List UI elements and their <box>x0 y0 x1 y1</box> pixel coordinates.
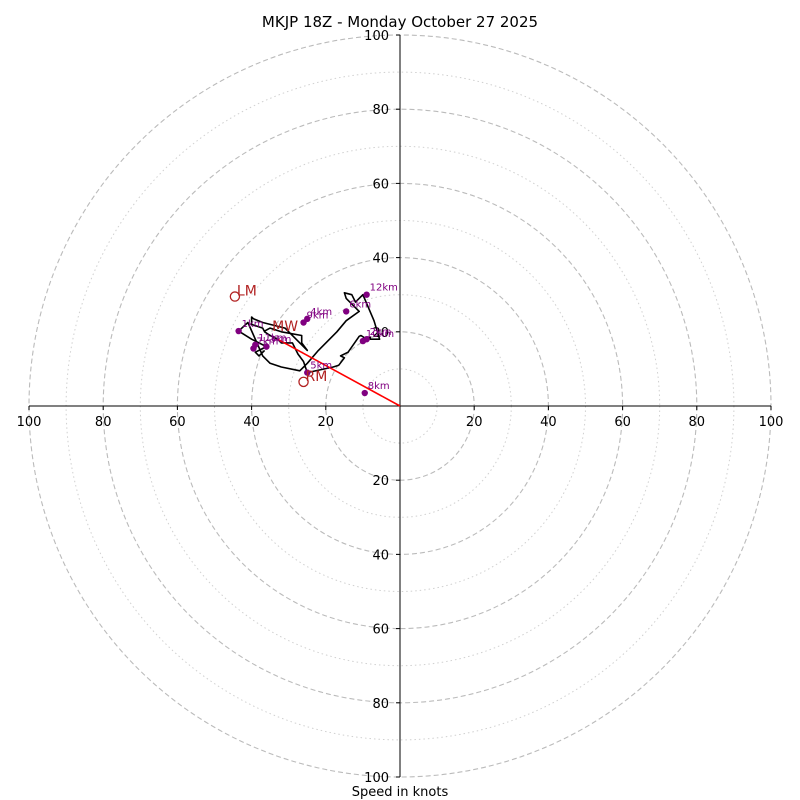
height-marker-label: 11km <box>258 333 286 344</box>
height-marker-label: 2km <box>370 327 392 338</box>
y-tick-label: 80 <box>372 697 389 712</box>
height-marker-label: 10km <box>366 329 394 340</box>
x-tick-label: 40 <box>540 415 557 430</box>
height-marker-label: 7km <box>256 336 278 347</box>
shear-vector-line <box>277 338 401 407</box>
height-marker-label: 3km <box>269 335 291 346</box>
height-marker-dot <box>361 389 368 397</box>
height-marker-dot <box>304 369 311 376</box>
x-tick-label: 20 <box>466 415 483 430</box>
height-marker-dot <box>300 319 307 326</box>
x-tick-label: 100 <box>759 415 784 430</box>
y-tick-label: 60 <box>372 177 389 192</box>
x-tick-label: 40 <box>243 415 260 430</box>
height-marker-label: 9km <box>307 311 329 322</box>
x-tick-label: 80 <box>95 415 112 430</box>
height-marker-dot <box>263 343 270 350</box>
y-tick-label: 40 <box>372 252 389 267</box>
height-marker-dot <box>235 327 242 335</box>
wind-profile-trace <box>237 291 381 374</box>
height-marker-label: 4km <box>310 307 332 318</box>
chart-title: MKJP 18Z - Monday October 27 2025 <box>262 13 538 31</box>
height-marker-dot <box>252 341 259 348</box>
height-marker-dot <box>359 337 367 345</box>
height-marker-label: 5km <box>310 361 332 372</box>
height-marker-label: 1km <box>242 319 264 330</box>
wind-profile-line <box>237 291 381 374</box>
x-tick-label: 20 <box>318 415 335 430</box>
height-marker-dot <box>343 308 350 315</box>
x-axis-title: Speed in knots <box>352 785 449 800</box>
storm-motion-label: MW <box>272 319 298 335</box>
storm-motion-circle <box>298 376 309 388</box>
storm-motion-markers: LM RM MW <box>229 284 328 388</box>
height-marker-label: 8km <box>368 381 390 392</box>
height-marker-label: 12km <box>370 283 398 294</box>
height-markers: 1km 2km 3km 4km 5km 6km 7km 8km 9km 10km 11km 12km <box>235 283 398 397</box>
storm-motion-label: RM <box>306 369 328 385</box>
storm-motion-circle <box>229 291 241 302</box>
x-tick-label: 80 <box>689 415 706 430</box>
x-tick-label: 60 <box>614 415 631 430</box>
y-tick-label: 100 <box>364 771 389 786</box>
y-tick-label: 60 <box>372 623 389 638</box>
x-tick-label: 100 <box>17 415 42 430</box>
y-tick-label: 80 <box>372 103 389 118</box>
shear-vector-group <box>277 338 401 407</box>
storm-motion-label: LM <box>237 284 257 300</box>
x-tick-labels: 100 80 60 40 20 20 40 60 80 100 <box>17 406 784 430</box>
height-marker-label: 6km <box>349 299 371 310</box>
x-tick-label: 60 <box>169 415 186 430</box>
y-tick-label: 40 <box>372 548 389 563</box>
y-tick-label: 100 <box>364 29 389 44</box>
y-tick-label: 20 <box>372 474 389 489</box>
height-marker-dot <box>363 291 370 298</box>
